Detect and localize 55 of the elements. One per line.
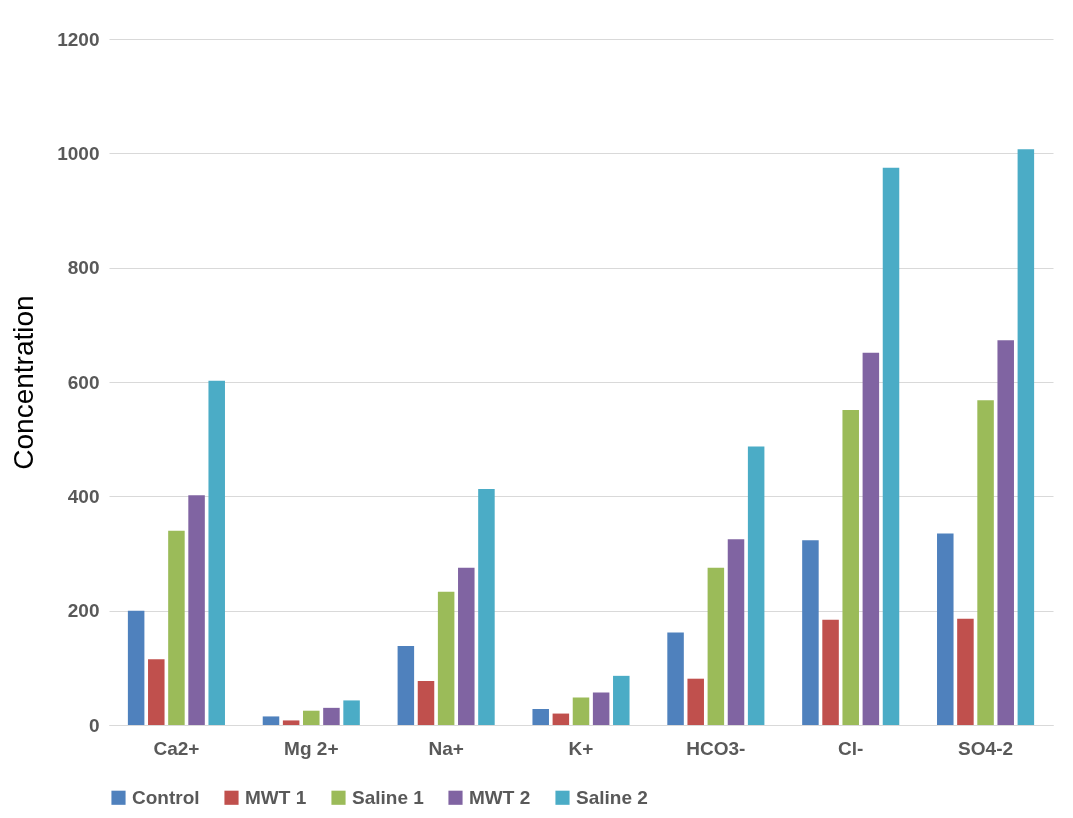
x-tick-label: Mg 2+: [284, 737, 339, 759]
bar: [667, 632, 684, 725]
bar: [282, 720, 300, 725]
bar: [323, 707, 340, 725]
bar: [937, 533, 954, 725]
bar: [458, 567, 475, 725]
bar: [802, 540, 819, 725]
y-tick-label: 200: [67, 600, 100, 622]
bar: [977, 400, 994, 725]
bar: [343, 700, 360, 725]
bar: [957, 618, 974, 725]
y-tick-label: 1200: [57, 28, 100, 50]
bar: [552, 713, 570, 725]
x-tick-label: HCO3-: [686, 737, 746, 759]
bar: [592, 692, 610, 725]
bar: [727, 539, 745, 725]
bar: [208, 380, 225, 725]
bar: [1017, 149, 1035, 725]
x-tick-label: Na+: [428, 737, 464, 759]
bar: [148, 659, 165, 725]
bar: [262, 716, 280, 725]
bar: [127, 610, 145, 725]
x-tick-label: Cl-: [838, 737, 864, 759]
legend-label: Saline 2: [576, 786, 648, 808]
legend-label: MWT 2: [469, 786, 531, 808]
bar: [747, 446, 765, 725]
bar: [707, 567, 725, 725]
x-tick-label: SO4-2: [958, 737, 1014, 759]
bar: [997, 340, 1014, 725]
bar: [882, 167, 900, 725]
bar: [478, 488, 495, 725]
bar: [188, 495, 205, 725]
bar: [572, 697, 590, 725]
bar: [842, 410, 859, 725]
bar: [532, 708, 549, 725]
x-tick-label: Ca2+: [153, 737, 200, 759]
y-axis-title: Concentration: [8, 295, 40, 470]
bar: [168, 530, 185, 725]
y-tick-label: 400: [67, 485, 100, 507]
bar: [303, 710, 320, 725]
legend-label: MWT 1: [245, 786, 307, 808]
bar: [862, 352, 880, 725]
legend-label: Control: [132, 786, 200, 808]
y-tick-label: 1000: [57, 142, 100, 164]
bar: [822, 619, 839, 725]
bar: [397, 646, 415, 725]
y-tick-label: 800: [67, 257, 100, 279]
bar: [417, 680, 435, 725]
y-tick-label: 0: [88, 714, 100, 736]
legend-label: Saline 1: [352, 786, 425, 808]
y-tick-label: 600: [67, 371, 100, 393]
bar: [613, 675, 630, 725]
bar: [687, 678, 704, 725]
x-tick-label: K+: [568, 737, 594, 759]
bar: [437, 591, 455, 725]
